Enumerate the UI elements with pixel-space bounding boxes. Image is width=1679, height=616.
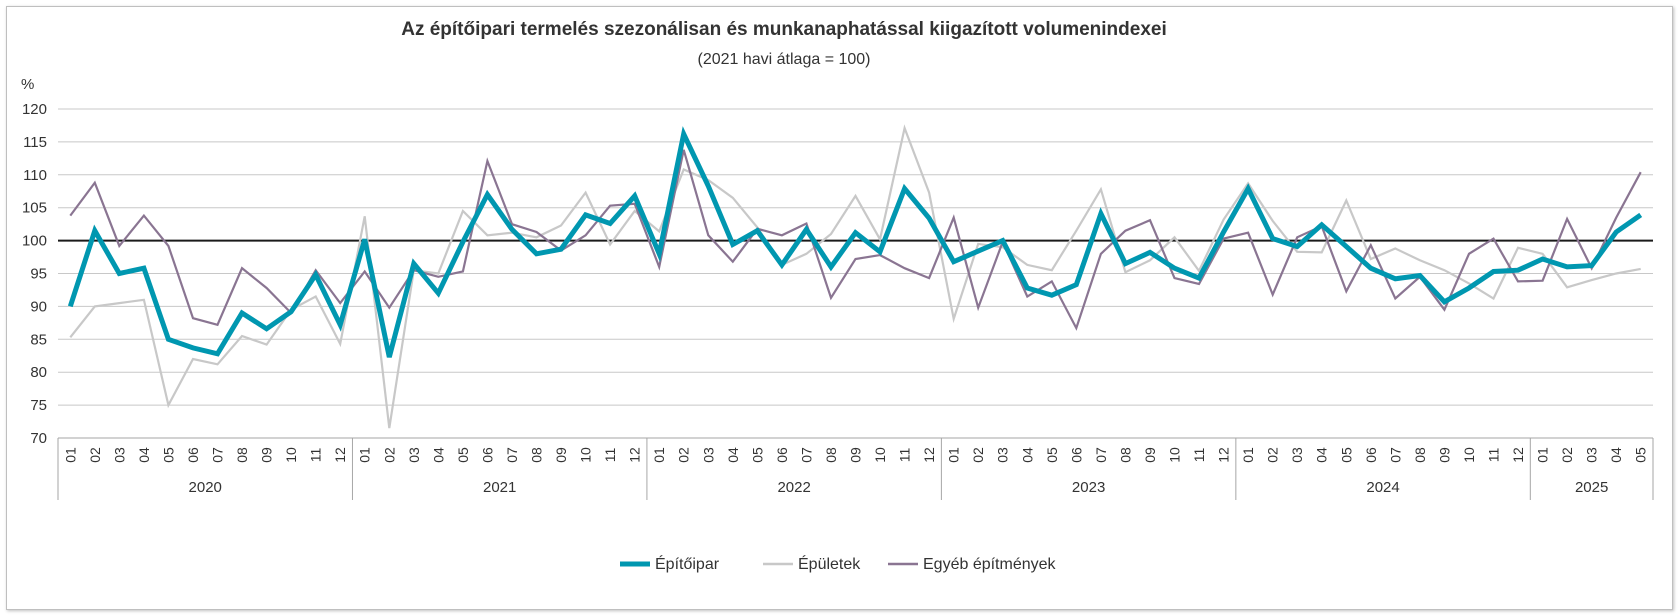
- x-tick-month-label: 05: [1633, 447, 1649, 463]
- x-tick-month-label: 06: [1068, 447, 1084, 463]
- x-tick-month-label: 03: [700, 447, 716, 463]
- x-tick-month-label: 08: [1117, 447, 1133, 463]
- x-tick-month-label: 09: [848, 447, 864, 463]
- gridlines: [58, 108, 1653, 439]
- x-tick-month-label: 01: [946, 447, 962, 463]
- x-tick-month-label: 08: [529, 447, 545, 463]
- x-tick-month-label: 12: [921, 447, 937, 463]
- x-tick-month-label: 05: [1044, 447, 1060, 463]
- x-tick-month-label: 05: [1338, 447, 1354, 463]
- x-tick-month-label: 07: [504, 447, 520, 463]
- y-tick-label: 115: [23, 134, 47, 151]
- chart-title: Az építőipari termelés szezonálisan és m…: [401, 19, 1167, 40]
- legend-label: Építőipar: [655, 554, 720, 573]
- y-tick-label: 120: [22, 101, 47, 118]
- x-tick-month-label: 07: [210, 447, 226, 463]
- y-tick-label: 70: [30, 430, 47, 447]
- y-tick-label: 100: [22, 233, 47, 250]
- x-tick-month-label: 02: [1559, 447, 1575, 463]
- x-tick-month-label: 12: [1216, 447, 1232, 463]
- y-axis-unit-label: %: [21, 76, 34, 93]
- x-tick-month-label: 08: [823, 447, 839, 463]
- x-tick-month-label: 09: [553, 447, 569, 463]
- x-tick-month-label: 03: [406, 447, 422, 463]
- x-tick-month-label: 01: [1535, 447, 1551, 463]
- x-tick-month-label: 12: [627, 447, 643, 463]
- x-tick-month-label: 07: [1387, 447, 1403, 463]
- x-tick-month-label: 10: [578, 447, 594, 463]
- x-tick-month-label: 03: [111, 447, 127, 463]
- x-tick-month-label: 05: [749, 447, 765, 463]
- x-tick-month-label: 11: [308, 448, 324, 463]
- x-tick-month-label: 12: [1510, 447, 1526, 463]
- x-tick-month-label: 01: [1240, 447, 1256, 463]
- x-tick-month-label: 05: [160, 447, 176, 463]
- legend: Építőipar Épületek Egyéb építmények: [620, 554, 1057, 573]
- x-tick-month-label: 09: [1142, 447, 1158, 463]
- x-tick-month-label: 04: [430, 447, 446, 463]
- series-line-egy-b-p-tm-nyek: [69, 149, 1642, 331]
- x-year-label: 2025: [1575, 479, 1608, 496]
- x-tick-month-label: 05: [455, 447, 471, 463]
- x-year-label: 2021: [483, 479, 516, 496]
- x-tick-month-label: 04: [1019, 447, 1035, 463]
- y-tick-label: 95: [30, 266, 47, 283]
- y-tick-label: 90: [30, 298, 47, 315]
- x-tick-month-label: 02: [87, 447, 103, 463]
- x-tick-month-label: 10: [1461, 447, 1477, 463]
- x-tick-month-label: 04: [725, 447, 741, 463]
- x-tick-month-label: 02: [1265, 447, 1281, 463]
- x-tick-month-label: 01: [62, 447, 78, 463]
- x-tick-month-label: 08: [1412, 447, 1428, 463]
- y-tick-label: 80: [30, 364, 47, 381]
- x-tick-month-label: 02: [676, 447, 692, 463]
- x-tick-month-label: 11: [1486, 448, 1502, 463]
- x-tick-month-label: 01: [651, 447, 667, 463]
- legend-label: Egyéb építmények: [923, 556, 1057, 573]
- x-tick-month-label: 11: [602, 448, 618, 463]
- x-tick-month-label: 11: [1191, 448, 1207, 463]
- series-line--p-letek: [69, 124, 1641, 429]
- x-tick-month-label: 04: [1608, 447, 1624, 463]
- x-tick-month-label: 06: [479, 447, 495, 463]
- chart-canvas: Az építőipari termelés szezonálisan és m…: [21, 19, 1654, 573]
- x-tick-month-label: 01: [357, 447, 373, 463]
- x-tick-month-label: 04: [136, 447, 152, 463]
- x-year-label: 2020: [189, 479, 222, 496]
- x-tick-month-label: 10: [872, 447, 888, 463]
- y-tick-label: 105: [22, 200, 47, 217]
- y-tick-label: 110: [23, 167, 47, 184]
- chart-subtitle: (2021 havi átlaga = 100): [697, 51, 870, 68]
- x-tick-month-label: 08: [234, 447, 250, 463]
- y-axis-ticks: 70 75 80 85 90 95 100 105 110 115 120: [22, 101, 47, 447]
- x-tick-month-label: 06: [185, 447, 201, 463]
- chart-frame: Az építőipari termelés szezonálisan és m…: [6, 6, 1673, 610]
- x-tick-month-label: 03: [1584, 447, 1600, 463]
- x-axis: 01 02 03 04 05 06 07 08 09 10 11 12 01 02 03 04 05 06 07 08…: [57, 437, 1654, 500]
- legend-label: Épületek: [798, 554, 861, 573]
- x-year-label: 2024: [1366, 479, 1399, 496]
- x-tick-month-label: 03: [995, 447, 1011, 463]
- x-tick-month-label: 07: [798, 447, 814, 463]
- x-tick-month-label: 06: [1363, 447, 1379, 463]
- x-tick-month-label: 02: [381, 447, 397, 463]
- x-tick-month-label: 12: [332, 447, 348, 463]
- x-tick-month-label: 09: [259, 447, 275, 463]
- x-year-label: 2023: [1072, 479, 1105, 496]
- x-tick-month-label: 10: [1167, 447, 1183, 463]
- series-line--p-t-ipar: [67, 126, 1643, 358]
- y-tick-label: 85: [30, 331, 47, 348]
- x-tick-month-label: 02: [970, 447, 986, 463]
- x-tick-month-label: 11: [897, 448, 913, 463]
- x-tick-month-label: 09: [1436, 447, 1452, 463]
- x-tick-month-label: 03: [1289, 447, 1305, 463]
- x-tick-month-label: 06: [774, 447, 790, 463]
- x-tick-month-label: 04: [1314, 447, 1330, 463]
- x-tick-month-label: 10: [283, 447, 299, 463]
- y-tick-label: 75: [30, 397, 47, 414]
- x-year-label: 2022: [777, 479, 810, 496]
- series-lines: [67, 124, 1643, 429]
- x-tick-month-label: 07: [1093, 447, 1109, 463]
